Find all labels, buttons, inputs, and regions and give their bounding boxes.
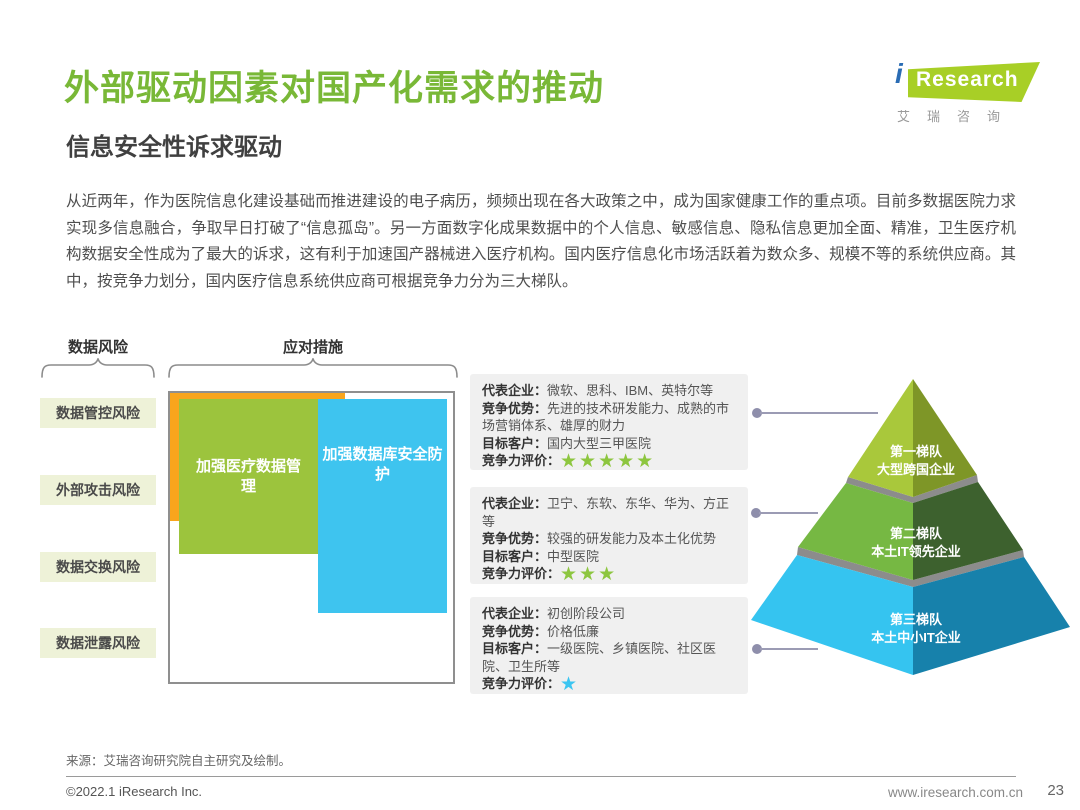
measure-column-label: 应对措施 [282,339,343,356]
rep-label: 代表企业： [482,496,548,511]
risk-item-data-leak: 数据泄露风险 [40,628,156,658]
pyramid-gap-1 [846,475,978,503]
connector-dot-tier1 [752,408,762,418]
iresearch-logo: i Research 艾瑞咨询 [890,56,1055,126]
pyramid-tier1-left-face [848,379,913,497]
footer-divider [66,776,1016,777]
star-rating: ★★★ [560,564,618,585]
rep-label: 代表企业： [482,606,548,621]
tier3-card: 代表企业：初创阶段公司 竞争优势：价格低廉 目标客户：一级医院、乡镇医院、社区医… [470,597,748,694]
tier3-label-line1: 第三梯队 [890,612,943,627]
adv-value: 价格低廉 [547,623,600,639]
measure-block-domestic-equipment-label: 推动医疗设备国产化 [226,640,362,657]
risk-column-label: 数据风险 [67,339,128,356]
rep-value: 微软、思科、IBM、英特尔等 [547,383,714,398]
competitiveness-pyramid: 第一梯队 大型跨国企业 第二梯队 本土IT领先企业 第三梯队 本土中小IT企业 [751,379,1070,675]
adv-value: 较强的研发能力及本土化优势 [547,531,717,546]
logo-letter-i: i [895,58,903,89]
tier3-label-line2: 本土中小IT企业 [871,630,961,645]
risk-item-data-governance: 数据管控风险 [40,398,156,428]
tier2-label-line1: 第二梯队 [890,526,943,541]
adv-label: 竞争优势： [482,623,548,639]
measures-treemap: 加强医疗数据管理 加强数据库安全防护 推动医疗设备国产化 [168,391,455,684]
tier2-label-line2: 本土IT领先企业 [871,544,961,559]
pyramid-tier1-right-face [913,379,977,497]
adv-label: 竞争优势： [482,400,548,416]
page-number: 23 [1047,782,1064,799]
tier1-label-line1: 第一梯队 [890,444,943,459]
cust-label: 目标客户： [482,641,548,656]
copyright-text: ©2022.1 iResearch Inc. [66,784,203,799]
page-title: 外部驱动因素对国产化需求的推动 [64,69,605,108]
pyramid-tier3-right-face [913,557,1070,675]
cust-label: 目标客户： [482,548,548,564]
logo-wordmark: Research [916,68,1019,91]
connector-dot-tier2 [751,508,761,518]
measure-brace [168,358,458,378]
connector-dot-tier3 [752,644,762,654]
rep-label: 代表企业： [482,383,548,398]
cust-label: 目标客户： [482,435,548,451]
adv-label: 竞争优势： [482,531,548,546]
rating-label: 竞争力评价： [482,453,561,468]
pyramid-tier2-right-face [913,482,1023,580]
measure-block-data-management: 加强医疗数据管理 [179,399,318,554]
cust-value: 中型医院 [547,548,600,564]
website-url: www.iresearch.com.cn [887,785,1023,800]
body-paragraph: 从近两年，作为医院信息化建设基础而推进建设的电子病历，频频出现在各大政策之中，成… [66,193,1016,290]
tier1-card: 代表企业：微软、思科、IBM、英特尔等 竞争优势：先进的技术研发能力、成熟的市场… [470,374,748,472]
measure-block-database-security: 加强数据库安全防护 [318,399,447,613]
cust-value: 国内大型三甲医院 [547,435,652,451]
tier2-card: 代表企业：卫宁、东软、东华、华为、方正等 竞争优势：较强的研发能力及本土化优势 … [470,487,748,584]
connector-line-tier3 [760,648,818,650]
rep-value: 初创阶段公司 [547,606,626,621]
pyramid-tier2-left-face [798,483,913,580]
pyramid-tier3-left-face [751,555,913,675]
connector-line-tier1 [760,412,878,414]
star-rating: ★ [560,674,580,695]
logo-banner-shape [908,62,1040,102]
adv-value: 先进的技术研发能力、成熟的市场营销体系、雄厚的财力 [482,400,730,434]
tier1-label-line2: 大型跨国企业 [877,462,955,477]
page-subtitle: 信息安全性诉求驱动 [66,134,282,161]
connector-line-tier2 [759,512,818,514]
rating-label: 竞争力评价： [482,676,561,691]
risk-item-external-attack: 外部攻击风险 [40,475,156,505]
pyramid-gap-2 [797,547,1024,587]
risk-brace [41,358,155,378]
star-rating: ★★★★★ [560,451,656,472]
rating-label: 竞争力评价： [482,566,561,581]
source-note: 来源：艾瑞咨询研究院自主研究及绘制。 [66,754,292,768]
cust-value: 一级医院、乡镇医院、社区医院、卫生所等 [482,641,717,674]
risk-item-data-exchange: 数据交换风险 [40,552,156,582]
logo-chinese-name: 艾瑞咨询 [897,109,1018,124]
rep-value: 卫宁、东软、东华、华为、方正等 [482,496,730,529]
